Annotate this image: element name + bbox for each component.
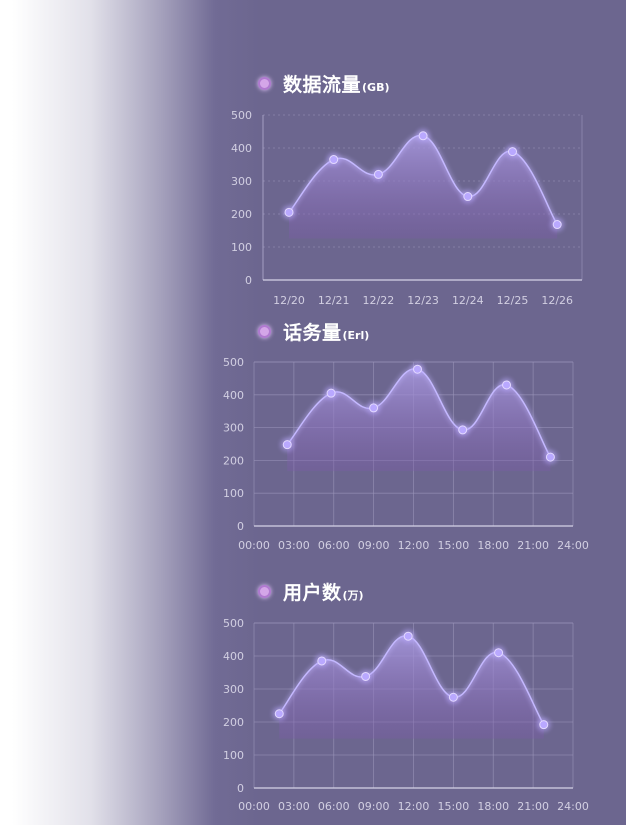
data-point	[284, 207, 294, 217]
x-tick-label: 03:00	[278, 539, 310, 552]
x-tick-label: 12/21	[318, 294, 350, 307]
x-tick-label: 12/26	[541, 294, 573, 307]
y-tick-label: 500	[223, 617, 244, 630]
y-tick-label: 300	[223, 422, 244, 435]
chart-title: 数据流量 (GB)	[258, 70, 389, 97]
data-point	[418, 131, 428, 141]
x-tick-label: 12/24	[452, 294, 484, 307]
data-point	[545, 452, 555, 462]
dot-icon	[258, 77, 271, 90]
y-tick-label: 500	[231, 109, 252, 122]
chart-unit: (GB)	[362, 81, 390, 94]
area-chart-traffic: 0 100 200 300 400 500 12/20 12/21 12/22 12/23 12/2…	[231, 109, 583, 307]
data-point	[412, 364, 422, 374]
area-fill	[279, 635, 544, 739]
y-tick-label: 100	[223, 487, 244, 500]
area-chart-users: 0 100 200 300 400 500 00:00 03:00 06:00 09:00 12:0…	[223, 617, 589, 813]
data-point	[373, 169, 383, 179]
x-tick-label: 12/20	[273, 294, 305, 307]
chart-title-text: 话务量	[283, 322, 342, 344]
y-tick-label: 0	[237, 782, 244, 795]
data-point	[448, 692, 458, 702]
y-tick-label: 0	[245, 274, 252, 287]
chart-title: 用户数 (万)	[258, 578, 364, 605]
y-tick-label: 100	[231, 241, 252, 254]
x-tick-label: 12/23	[407, 294, 439, 307]
area-chart-traffic-volume: 0 100 200 300 400 500 00:00 03:00 06:00 09:00 12:0…	[223, 356, 589, 552]
x-tick-label: 06:00	[318, 539, 350, 552]
data-point	[502, 380, 512, 390]
data-point	[458, 425, 468, 435]
y-tick-label: 0	[237, 520, 244, 533]
data-point	[494, 648, 504, 658]
x-tick-label: 18:00	[477, 800, 509, 813]
x-tick-label: 06:00	[318, 800, 350, 813]
area-fill	[289, 135, 558, 239]
dot-icon	[258, 325, 271, 338]
x-tick-label: 15:00	[438, 539, 470, 552]
data-point	[508, 147, 517, 157]
x-tick-label: 00:00	[238, 539, 270, 552]
y-tick-label: 100	[223, 749, 244, 762]
x-tick-label: 15:00	[438, 800, 470, 813]
x-tick-label: 18:00	[477, 539, 509, 552]
y-tick-label: 200	[223, 454, 244, 467]
x-tick-label: 03:00	[278, 800, 310, 813]
data-point	[317, 656, 327, 666]
data-point	[552, 220, 562, 230]
chart-unit: (万)	[342, 589, 364, 602]
data-point	[369, 403, 379, 413]
chart-title-text: 数据流量	[283, 74, 362, 96]
x-tick-label: 00:00	[238, 800, 270, 813]
chart-title-text: 用户数	[283, 582, 342, 604]
y-tick-label: 400	[231, 142, 252, 155]
y-tick-label: 400	[223, 650, 244, 663]
x-tick-label: 21:00	[517, 539, 549, 552]
x-tick-label: 12:00	[398, 539, 430, 552]
x-tick-label: 24:00	[557, 539, 589, 552]
x-tick-label: 12/22	[363, 294, 395, 307]
x-tick-label: 09:00	[358, 539, 390, 552]
data-point	[539, 720, 549, 730]
data-point	[463, 192, 473, 202]
data-point	[326, 388, 336, 398]
data-point	[282, 440, 292, 450]
area-fill	[287, 368, 551, 472]
x-tick-label: 12:00	[398, 800, 430, 813]
data-point	[274, 709, 284, 719]
y-tick-label: 200	[231, 208, 252, 221]
x-tick-label: 12/25	[497, 294, 529, 307]
chart-unit: (Erl)	[342, 329, 370, 342]
y-tick-label: 400	[223, 389, 244, 402]
data-point	[403, 631, 413, 641]
y-tick-label: 300	[231, 175, 252, 188]
data-point	[329, 155, 339, 165]
y-tick-label: 500	[223, 356, 244, 369]
x-tick-label: 09:00	[358, 800, 390, 813]
x-tick-label: 24:00	[557, 800, 589, 813]
data-point	[361, 671, 371, 681]
y-tick-label: 200	[223, 716, 244, 729]
x-tick-label: 21:00	[517, 800, 549, 813]
dot-icon	[258, 585, 271, 598]
y-tick-label: 300	[223, 683, 244, 696]
chart-title: 话务量 (Erl)	[258, 318, 369, 345]
